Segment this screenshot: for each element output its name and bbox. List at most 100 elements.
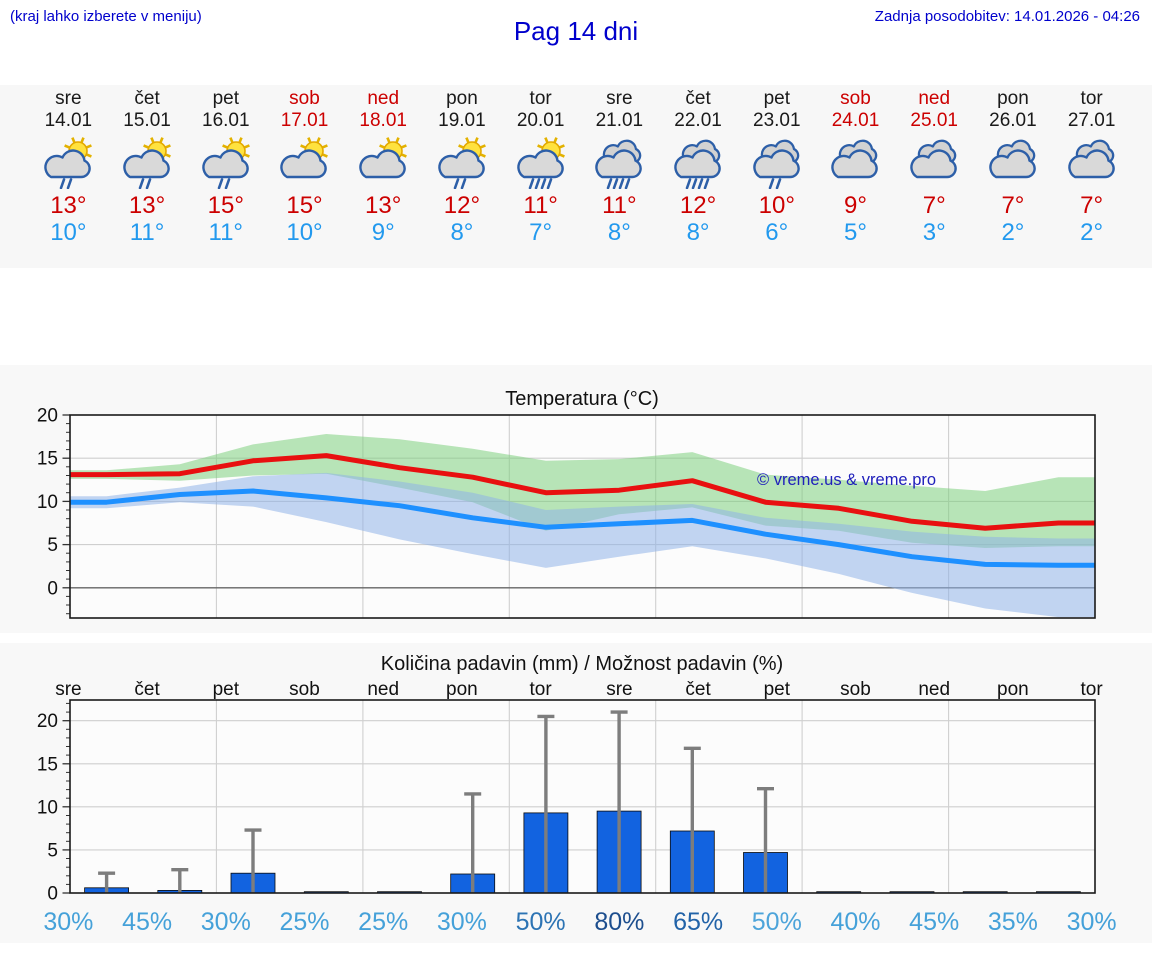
precip-percent-label: 35%: [988, 908, 1038, 936]
temperature-chart: Temperatura (°C) © vreme.us & vreme.pro 0 5…: [0, 365, 1152, 633]
high-temp-label: 7°: [1001, 192, 1025, 219]
day-name-label: ned: [918, 88, 951, 109]
temp-ytick-label: 5: [47, 535, 58, 556]
temp-ytick-label: 0: [47, 578, 58, 599]
precip-day-label: ned: [367, 679, 399, 700]
high-temp-label: 15°: [207, 192, 244, 219]
day-name-label: sre: [606, 88, 633, 109]
precip-day-label: čet: [685, 679, 711, 700]
day-name-label: sob: [289, 88, 320, 109]
cloud-icon: [1052, 135, 1131, 191]
day-name-label: pet: [212, 88, 239, 109]
precip-day-label: tor: [1081, 679, 1104, 700]
low-temp-label: 9°: [371, 219, 395, 246]
cloud-rain-heavy-icon: [659, 135, 738, 191]
low-temp-label: 5°: [844, 219, 867, 246]
day-name-label: pon: [997, 88, 1029, 109]
precip-percent-label: 45%: [122, 908, 172, 936]
day-column-14.01: sre 14.01 13° 10°: [29, 85, 108, 268]
precip-ytick-label: 15: [37, 754, 58, 775]
day-name-label: pet: [763, 88, 790, 109]
day-name-label: ned: [367, 88, 400, 109]
cloud-icon: [816, 135, 895, 191]
high-temp-label: 11°: [602, 192, 637, 219]
day-column-21.01: sre 21.01 11° 8°: [580, 85, 659, 268]
sun-cloud-rain-heavy-icon: [501, 135, 580, 191]
day-column-23.01: pet 23.01 10° 6°: [737, 85, 816, 268]
sun-cloud-rain-icon: [108, 135, 187, 191]
day-name-label: tor: [1080, 88, 1103, 109]
precip-day-label: sre: [606, 679, 632, 700]
precip-ytick-label: 10: [37, 797, 58, 818]
precip-day-label: pon: [997, 679, 1029, 700]
precip-day-label: pet: [764, 679, 791, 700]
low-temp-label: 10°: [50, 219, 87, 246]
day-date-label: 17.01: [280, 110, 329, 131]
low-temp-label: 11°: [208, 219, 244, 246]
precip-percent-label: 80%: [594, 908, 644, 936]
day-column-18.01: ned 18.01 13° 9°: [344, 85, 423, 268]
sun-cloud-icon: [265, 135, 344, 191]
cloud-rain-heavy-icon: [580, 135, 659, 191]
day-date-label: 26.01: [989, 110, 1037, 131]
precip-ytick-label: 5: [47, 840, 58, 861]
watermark: © vreme.us & vreme.pro: [757, 471, 936, 489]
precipitation-chart-svg: Količina padavin (mm) / Možnost padavin …: [0, 643, 1152, 943]
day-column-22.01: čet 22.01 12° 8°: [659, 85, 738, 268]
day-name-label: čet: [134, 88, 160, 109]
day-date-label: 27.01: [1067, 110, 1116, 131]
day-column-19.01: pon 19.01 12° 8°: [423, 85, 502, 268]
cloud-icon: [895, 135, 974, 191]
day-name-label: čet: [685, 88, 711, 109]
temperature-chart-svg: Temperatura (°C) © vreme.us & vreme.pro 0 5…: [0, 365, 1152, 633]
sun-cloud-rain-icon: [186, 135, 265, 191]
daily-forecast-strip: sre 14.01 13° 10° čet 15.01 13° 11° pet 16.01 15° 1…: [0, 85, 1152, 268]
low-temp-label: 8°: [450, 219, 474, 246]
cloud-rain-icon: [737, 135, 816, 191]
day-name-label: sre: [55, 88, 82, 109]
day-date-label: 22.01: [674, 110, 722, 131]
temp-chart-title: Temperatura (°C): [505, 388, 659, 410]
sun-cloud-icon: [344, 135, 423, 191]
day-name-label: tor: [529, 88, 552, 109]
precip-day-label: sre: [55, 679, 81, 700]
max-temperature-line: [70, 453, 1095, 531]
high-temp-label: 12°: [679, 192, 717, 219]
precip-percent-label: 50%: [516, 908, 566, 936]
high-temp-label: 15°: [286, 192, 323, 219]
cloud-icon: [974, 135, 1053, 191]
precip-percent-label: 30%: [437, 908, 487, 936]
precip-percent-label: 40%: [830, 908, 880, 936]
precipitation-chart: Količina padavin (mm) / Možnost padavin …: [0, 643, 1152, 943]
low-temp-label: 7°: [529, 219, 553, 246]
precip-day-label: sob: [289, 679, 320, 700]
day-column-26.01: pon 26.01 7° 2°: [974, 85, 1053, 268]
precip-percent-label: 30%: [201, 908, 251, 936]
day-column-24.01: sob 24.01 9° 5°: [816, 85, 895, 268]
low-temp-label: 8°: [686, 219, 710, 246]
day-date-label: 21.01: [595, 110, 644, 131]
precip-percent-label: 25%: [358, 908, 408, 936]
low-temp-label: 10°: [286, 219, 323, 246]
precip-percent-label: 25%: [279, 908, 329, 936]
sun-cloud-rain-icon: [29, 135, 108, 191]
day-date-label: 25.01: [910, 110, 958, 131]
day-date-label: 18.01: [359, 110, 407, 131]
precip-day-label: čet: [134, 679, 160, 700]
low-temp-label: 2°: [1001, 219, 1025, 246]
high-temp-label: 12°: [443, 192, 481, 219]
high-temp-label: 7°: [1080, 192, 1104, 219]
precip-day-label: ned: [918, 679, 950, 700]
precip-ytick-label: 20: [37, 711, 58, 732]
day-date-label: 16.01: [202, 110, 250, 131]
high-temp-label: 13°: [365, 192, 402, 219]
day-date-label: 23.01: [753, 110, 801, 131]
high-temp-label: 13°: [128, 192, 166, 219]
day-name-label: sob: [840, 88, 871, 109]
precip-percent-label: 30%: [43, 908, 93, 936]
low-temp-label: 2°: [1080, 219, 1104, 246]
precip-percent-label: 50%: [752, 908, 802, 936]
precip-day-label: sob: [840, 679, 871, 700]
high-temp-label: 7°: [922, 192, 946, 219]
day-column-20.01: tor 20.01 11° 7°: [501, 85, 580, 268]
